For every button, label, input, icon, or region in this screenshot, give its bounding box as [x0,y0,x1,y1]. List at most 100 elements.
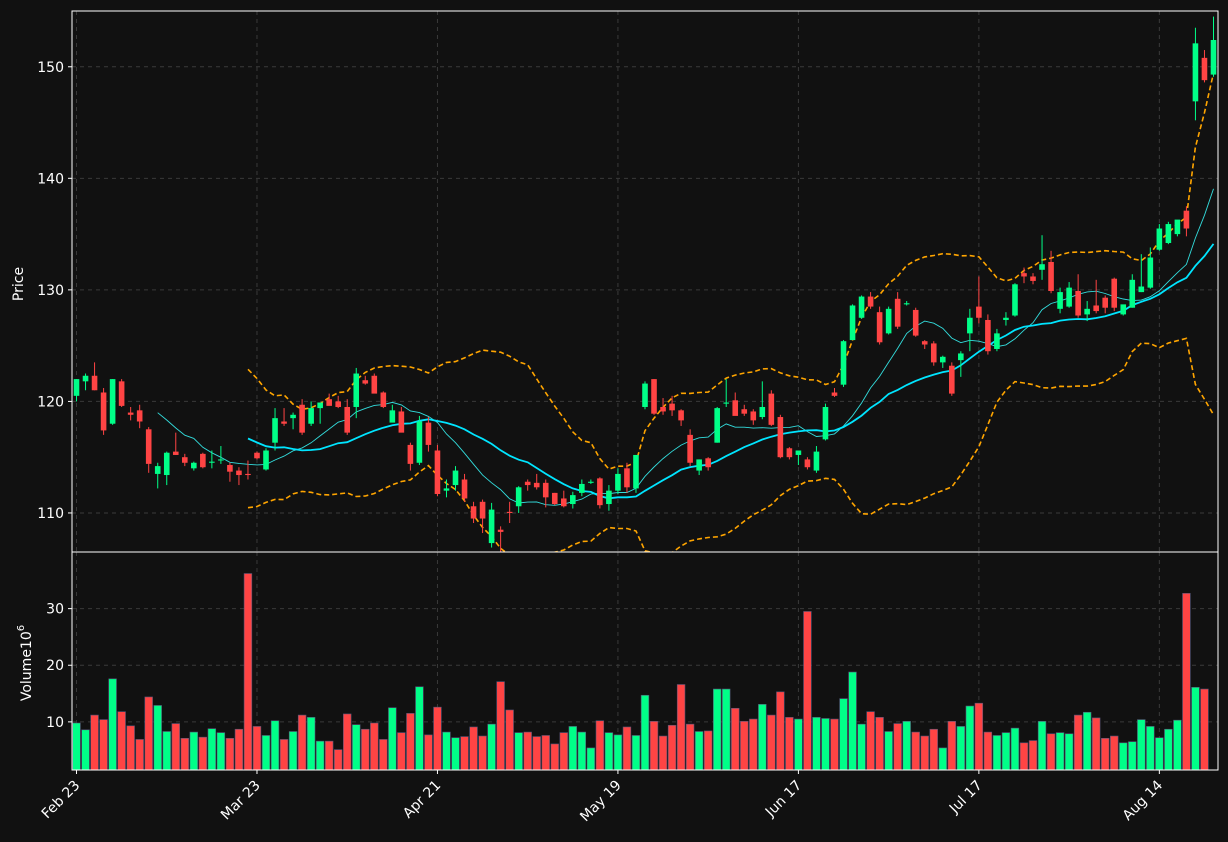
volume-bar [740,721,749,771]
candle-body [642,383,648,407]
candle-body [263,450,269,470]
volume-bar [1200,688,1209,771]
candle-body [209,461,215,463]
volume-bar [198,736,208,771]
volume-bar [1082,711,1092,771]
candle-body [533,482,540,488]
candle-body [416,421,423,463]
candle-body [1174,219,1181,235]
candle-body [154,466,161,474]
volume-bar [749,718,758,771]
candle-body [109,379,116,424]
candle-body [949,365,955,394]
candle-body [1129,279,1136,308]
candle-body [795,450,802,455]
volume-bar [90,714,99,771]
candle-body [1012,284,1018,316]
volume-bar [577,731,587,771]
volume-bar [676,684,686,771]
volume-bar [1173,719,1182,771]
volume-bar [469,726,478,771]
volume-bar [767,714,776,771]
price-axis-label: Price [11,267,27,301]
candle-body [849,305,856,341]
volume-bar [1064,733,1074,771]
volume-bar [252,726,262,771]
candle-body [254,452,260,459]
volume-bar [99,719,108,771]
candle-body [73,379,80,396]
volume-bar [983,731,993,771]
price-tick-label: 130 [37,283,64,299]
volume-bar [920,735,929,771]
candle-body [551,492,558,505]
candle-body [281,421,287,424]
candle-body [1192,43,1199,102]
volume-bar [279,739,289,771]
moving-average-slow-line [247,243,1215,500]
volume-bar [731,707,740,771]
candle-body [939,356,946,363]
volume-bar [207,728,217,771]
candle-body [200,453,206,468]
candle-body [930,343,937,363]
volume-bar [595,720,605,771]
volume-bar [722,688,731,771]
volume-bar [1028,740,1038,771]
candle-body [786,448,793,458]
y-axis-ticks: 110 120 130 140 150 10 20 30 [37,60,72,731]
volume-bar [1001,732,1011,771]
candle-body [624,468,630,488]
volume-bar [451,737,460,771]
volume-bar [315,740,325,771]
volume-bar [180,737,189,771]
candle-body [452,470,459,486]
candle-body [82,375,89,382]
volume-bar [288,731,298,771]
candle-body [967,317,973,334]
volume-bar [821,718,830,771]
volume-bar [162,731,171,771]
candle-body [705,458,711,468]
candle-body [326,399,332,406]
candle-body [867,296,874,307]
candle-body [958,353,964,361]
candle-body [380,392,387,407]
candle-body [181,457,188,463]
candle-body [118,381,125,406]
volume-bar [1146,726,1155,771]
candle-body [362,380,369,384]
candle-body [1111,278,1118,308]
candle-body [615,473,621,491]
candle-body [272,418,278,443]
candle-body [191,462,197,469]
candle-body [597,478,603,506]
candle-body [741,409,748,414]
candle-body [876,312,883,343]
candle-body [1075,290,1081,316]
volume-bar [559,732,568,771]
candle-body [660,406,666,412]
candle-body [1039,264,1045,270]
candle-body [506,511,513,513]
candle-body [1138,286,1145,293]
volume-bar [776,691,785,771]
volume-bar [261,735,271,771]
volume-bar [415,686,424,771]
volume-axis-label: Volume106 [16,625,35,701]
volume-bar [992,735,1002,771]
candle-body [398,411,405,433]
volume-bar [875,717,884,771]
candle-body [1066,287,1072,307]
volume-bar [613,734,623,771]
volume-bar [694,731,704,771]
candle-body [461,479,468,499]
volume-bar [541,735,550,771]
candle-body [389,410,396,423]
volume-bar [1019,742,1029,771]
volume-bar [225,737,235,771]
candle-body [669,403,675,411]
volume-bar [947,721,956,771]
lower-band-line [247,337,1215,552]
candle-body [976,306,982,318]
